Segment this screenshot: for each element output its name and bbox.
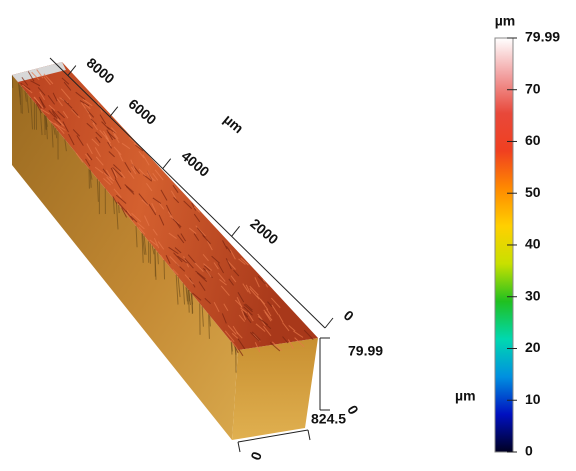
- length-tick: [325, 318, 333, 328]
- front-face: [232, 338, 318, 440]
- colorbar-tick-label: 20: [525, 339, 541, 355]
- colorbar-label: µm: [455, 388, 476, 404]
- colorbar-tick-label: 10: [525, 391, 541, 407]
- edge-spike: [164, 260, 165, 279]
- sample-block: [12, 62, 318, 440]
- colorbar-tick-label: 0: [525, 443, 533, 459]
- width-tick: [308, 430, 310, 440]
- length-tick: [232, 226, 240, 236]
- colorbar-unit: µm: [495, 13, 516, 29]
- length-axis-label: µm: [221, 111, 247, 136]
- width-tick-label: 824.5: [311, 411, 346, 427]
- length-tick: [163, 159, 171, 169]
- length-tick-label: 2000: [247, 215, 281, 247]
- edge-spike: [189, 290, 190, 313]
- chart: 0 10 20 30 40 50 60 70 79.99 µm µm µm 0 2000 4000 6…: [0, 0, 576, 466]
- colorbar-tick-label: 60: [525, 132, 541, 148]
- colorbar: 0 10 20 30 40 50 60 70 79.99: [495, 29, 560, 459]
- colorbar-tick-label: 79.99: [525, 29, 560, 45]
- colorbar-tick-label: 50: [525, 184, 541, 200]
- edge-spike: [22, 87, 23, 114]
- width-tick: [238, 442, 240, 452]
- width-tick-label: 0: [247, 449, 265, 462]
- colorbar-tick-label: 30: [525, 287, 541, 303]
- height-tick-label: 0: [344, 402, 362, 417]
- colorbar-tick-label: 40: [525, 236, 541, 252]
- height-tick-label: 79.99: [348, 343, 383, 359]
- length-tick: [110, 107, 118, 117]
- length-tick-label: 8000: [84, 54, 118, 86]
- length-tick-label: 6000: [125, 96, 159, 128]
- length-tick-label: 4000: [178, 148, 212, 180]
- length-tick-label: 0: [341, 307, 357, 324]
- edge-spike: [158, 252, 159, 264]
- colorbar-tick-label: 70: [525, 80, 541, 96]
